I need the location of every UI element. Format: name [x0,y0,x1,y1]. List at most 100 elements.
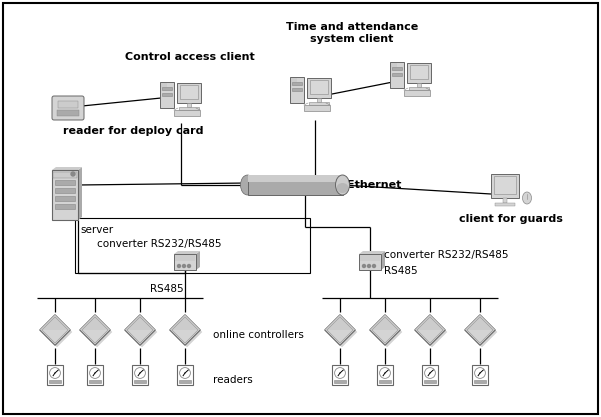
Polygon shape [325,315,355,345]
Text: Time and attendance
system client: Time and attendance system client [286,22,418,44]
FancyBboxPatch shape [55,188,75,193]
FancyBboxPatch shape [248,175,343,195]
Circle shape [71,172,75,176]
FancyBboxPatch shape [503,198,507,203]
FancyBboxPatch shape [52,170,78,220]
Polygon shape [416,317,447,347]
Polygon shape [124,315,140,330]
FancyBboxPatch shape [377,365,392,385]
Text: Ethernet: Ethernet [347,180,401,190]
Polygon shape [52,167,82,170]
Polygon shape [127,317,157,347]
Circle shape [362,264,365,267]
Polygon shape [381,251,385,270]
FancyBboxPatch shape [390,62,404,88]
FancyBboxPatch shape [307,78,331,98]
FancyBboxPatch shape [392,67,402,70]
FancyBboxPatch shape [187,103,191,107]
Polygon shape [172,317,203,347]
Ellipse shape [522,192,531,204]
Circle shape [367,264,370,267]
Polygon shape [325,315,340,330]
Polygon shape [327,317,358,347]
Polygon shape [385,315,400,330]
Ellipse shape [240,175,254,195]
FancyBboxPatch shape [175,255,195,261]
Circle shape [424,368,435,378]
Polygon shape [95,315,111,330]
Polygon shape [467,317,497,347]
FancyBboxPatch shape [292,88,302,91]
Ellipse shape [337,183,349,193]
Text: RS485: RS485 [384,266,418,276]
Text: server: server [80,225,113,235]
Polygon shape [370,315,385,330]
Polygon shape [185,315,200,330]
Circle shape [180,368,191,378]
FancyBboxPatch shape [360,255,380,261]
Polygon shape [415,315,445,345]
FancyBboxPatch shape [162,87,172,90]
FancyBboxPatch shape [379,380,391,383]
Polygon shape [465,315,480,330]
Polygon shape [169,315,200,345]
FancyBboxPatch shape [177,83,201,103]
FancyBboxPatch shape [317,98,321,102]
FancyBboxPatch shape [248,175,343,182]
Polygon shape [41,317,72,347]
FancyBboxPatch shape [177,365,193,385]
Polygon shape [140,315,155,330]
FancyBboxPatch shape [474,380,486,383]
Circle shape [475,368,486,378]
Circle shape [188,264,191,267]
FancyBboxPatch shape [180,85,198,99]
FancyBboxPatch shape [160,82,174,108]
FancyBboxPatch shape [292,82,302,85]
FancyBboxPatch shape [162,93,172,96]
Circle shape [380,368,391,378]
FancyBboxPatch shape [47,365,63,385]
Polygon shape [40,315,70,345]
Circle shape [50,368,60,378]
FancyBboxPatch shape [135,380,145,383]
Polygon shape [40,315,55,330]
FancyBboxPatch shape [291,78,297,86]
Text: converter RS232/RS485: converter RS232/RS485 [384,250,508,260]
Polygon shape [430,315,445,330]
Text: readers: readers [213,375,253,385]
FancyBboxPatch shape [161,83,166,91]
Polygon shape [371,317,402,347]
Circle shape [335,368,346,378]
FancyBboxPatch shape [494,176,516,193]
FancyBboxPatch shape [359,254,381,270]
Text: converter RS232/RS485: converter RS232/RS485 [97,239,222,249]
Polygon shape [169,315,185,330]
Polygon shape [80,315,95,330]
FancyBboxPatch shape [410,65,429,79]
FancyBboxPatch shape [53,172,77,178]
FancyBboxPatch shape [310,102,329,105]
Polygon shape [82,317,112,347]
FancyBboxPatch shape [90,380,100,383]
Polygon shape [415,315,430,330]
Polygon shape [55,315,70,330]
FancyBboxPatch shape [423,365,438,385]
Polygon shape [196,251,200,270]
FancyBboxPatch shape [304,105,330,111]
Ellipse shape [335,175,350,195]
Text: online controllers: online controllers [213,330,304,340]
Polygon shape [174,251,200,254]
Polygon shape [465,315,495,345]
Polygon shape [480,315,495,330]
Circle shape [135,368,145,378]
FancyBboxPatch shape [334,380,346,383]
FancyBboxPatch shape [409,87,429,90]
FancyBboxPatch shape [310,80,328,94]
FancyBboxPatch shape [57,110,79,116]
FancyBboxPatch shape [332,365,347,385]
FancyBboxPatch shape [52,96,84,120]
Polygon shape [124,315,155,345]
Circle shape [177,264,180,267]
Polygon shape [78,167,82,220]
FancyBboxPatch shape [404,90,430,96]
